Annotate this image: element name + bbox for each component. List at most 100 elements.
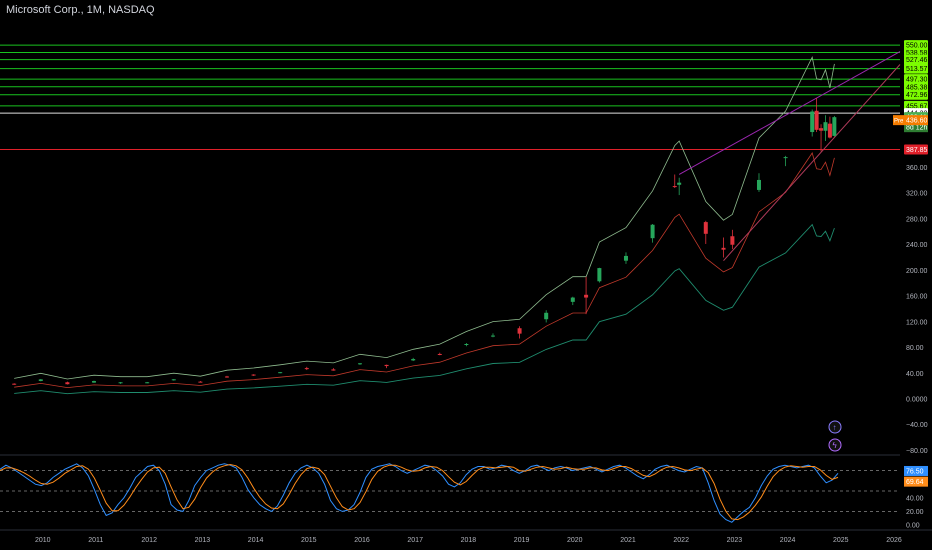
pre-tag-label: Pre <box>894 119 904 125</box>
pre-price-label: 436.60 <box>906 118 928 125</box>
candle-body <box>672 186 677 188</box>
candle-body <box>411 359 416 361</box>
channel-lower-line <box>723 64 901 262</box>
candle-body <box>331 369 336 371</box>
lightning-icon <box>828 438 842 452</box>
level-label: 497.30 <box>906 77 928 84</box>
level-label: 513.57 <box>906 66 928 73</box>
candle-body <box>832 117 837 136</box>
candle-body <box>721 247 726 250</box>
level-badge <box>904 89 928 100</box>
x-tick-label: 2013 <box>195 537 211 544</box>
level-label: 550.00 <box>906 43 928 50</box>
y-tick-label: 240.00 <box>906 242 928 249</box>
candle-body <box>278 372 283 374</box>
y-tick-label: 120.00 <box>906 319 928 326</box>
candle-body <box>703 222 708 234</box>
osc-value-label: 76.50 <box>906 468 924 475</box>
support-badge <box>904 144 928 155</box>
x-tick-label: 2016 <box>354 537 370 544</box>
osc-y-tick-label: 40.00 <box>906 495 924 502</box>
countdown-label: 8d 12h <box>906 125 928 132</box>
candle-body <box>544 312 549 320</box>
candle-body <box>437 353 442 355</box>
level-badge <box>904 63 928 74</box>
candle-body <box>224 376 229 378</box>
candle-body <box>171 379 176 381</box>
candle-body <box>570 297 575 302</box>
candle-body <box>65 382 70 385</box>
candle-body <box>677 182 682 185</box>
level-badge <box>904 74 928 85</box>
stoch-k-line <box>0 463 839 523</box>
level-label: 485.38 <box>906 84 928 91</box>
level-badge <box>904 54 928 65</box>
candle-body <box>810 111 815 133</box>
channel-upper-line <box>678 51 901 175</box>
candle-body <box>756 179 761 190</box>
candle-body <box>814 110 819 130</box>
candle-body <box>91 381 96 383</box>
candle-body <box>304 368 309 370</box>
candle-body <box>198 381 203 383</box>
y-tick-label: 280.00 <box>906 216 928 223</box>
x-tick-label: 2017 <box>407 537 423 544</box>
osc-value-badge <box>904 465 928 476</box>
lower-band-line <box>14 223 835 395</box>
candle-body <box>517 328 522 334</box>
y-tick-label: 40.00 <box>906 371 924 378</box>
candle-body <box>730 236 735 245</box>
candle-body <box>650 224 655 239</box>
candle-body <box>251 374 256 376</box>
candle-body <box>145 382 150 384</box>
candle-body <box>823 122 828 131</box>
x-tick-label: 2015 <box>301 537 317 544</box>
y-tick-label: 320.00 <box>906 191 928 198</box>
stoch-d-line <box>0 463 839 521</box>
y-tick-label: 80.00 <box>906 345 924 352</box>
middle-band-line <box>14 152 835 389</box>
candle-body <box>357 363 362 365</box>
x-tick-label: 2021 <box>620 537 636 544</box>
x-tick-label: 2018 <box>461 537 477 544</box>
y-tick-label: −80.00 <box>906 448 928 455</box>
level-label: 472.96 <box>906 92 928 99</box>
x-tick-label: 2011 <box>88 537 103 544</box>
x-tick-label: 2019 <box>514 537 530 544</box>
candle-body <box>584 294 589 298</box>
candle-body <box>464 343 469 345</box>
x-tick-label: 2025 <box>833 537 849 544</box>
y-tick-label: 200.00 <box>906 268 928 275</box>
osc-value-badge <box>904 476 928 487</box>
x-tick-label: 2023 <box>727 537 743 544</box>
candle-body <box>783 157 788 159</box>
candle-body <box>827 123 832 138</box>
candle-body <box>118 382 123 384</box>
support-label: 387.85 <box>906 147 928 154</box>
osc-value-label: 69.64 <box>906 479 924 486</box>
candle-body <box>12 383 17 385</box>
rocket-icon-glyph: ↑ <box>833 423 837 432</box>
pre-price-badge <box>904 115 928 126</box>
x-tick-label: 2014 <box>248 537 264 544</box>
osc-y-tick-label: 0.00 <box>906 523 920 530</box>
y-tick-label: −40.00 <box>906 422 928 429</box>
level-badge <box>904 81 928 92</box>
level-label: 455.67 <box>906 103 928 110</box>
x-tick-label: 2026 <box>886 537 902 544</box>
countdown-badge <box>904 122 928 133</box>
osc-y-tick-label: 20.00 <box>906 509 924 516</box>
symbol-title: Microsoft Corp., 1M, NASDAQ <box>6 4 155 16</box>
level-label: 527.46 <box>906 57 928 64</box>
x-tick-label: 2024 <box>780 537 796 544</box>
y-tick-label: 160.00 <box>906 294 928 301</box>
y-tick-label: 360.00 <box>906 165 928 172</box>
lightning-icon-glyph: ϟ <box>833 441 838 450</box>
candle-body <box>38 379 43 381</box>
candle-body <box>384 364 389 367</box>
candle-body <box>623 255 628 261</box>
x-tick-label: 2020 <box>567 537 583 544</box>
candle-body <box>597 268 602 282</box>
